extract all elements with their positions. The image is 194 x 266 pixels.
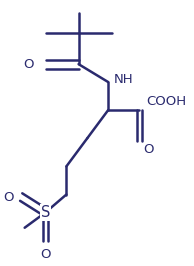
- Text: COOH: COOH: [146, 95, 186, 107]
- Text: O: O: [4, 190, 14, 203]
- Text: NH: NH: [113, 73, 133, 86]
- Text: O: O: [23, 58, 33, 71]
- Text: S: S: [41, 205, 50, 220]
- Text: O: O: [40, 248, 51, 261]
- Text: O: O: [143, 143, 153, 156]
